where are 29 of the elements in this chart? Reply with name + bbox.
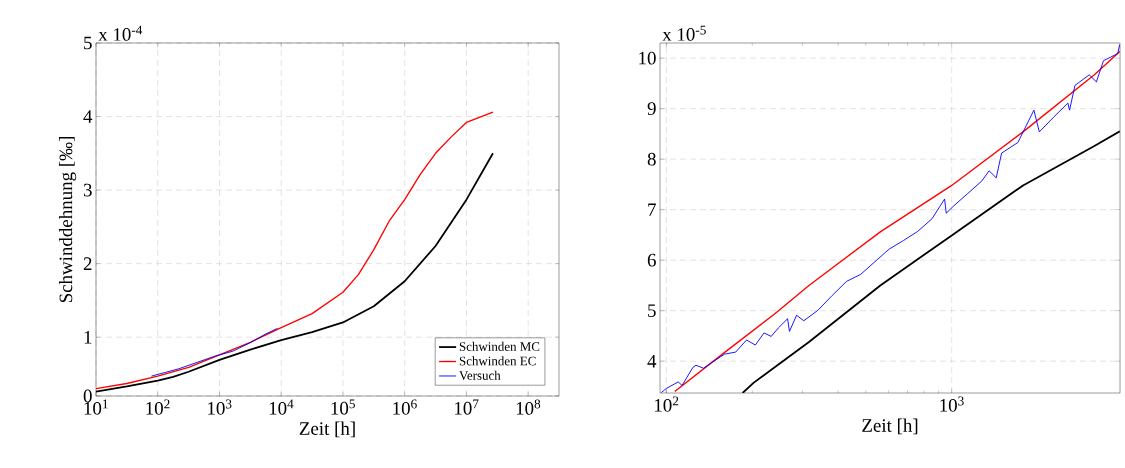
y-tick-label: 7 (648, 203, 656, 216)
y-tick-label: 8 (647, 152, 656, 166)
y-tick-label: 4 (83, 110, 93, 123)
legend-label: Versuch (459, 370, 501, 380)
x-tick-label: 10$^{6}$ (393, 399, 417, 415)
x-tick-label: 10$^{7}$ (455, 399, 479, 415)
legend-label: Schwinden EC (459, 356, 536, 366)
y-tick-label: 2 (83, 257, 92, 270)
y-tick-label: 5 (84, 36, 92, 50)
y-tick-label: 9 (647, 102, 656, 116)
x-axis-title: Zeit [h] (862, 418, 918, 435)
y-tick-label: 1 (84, 330, 92, 344)
legend-label: Schwinden MC (459, 341, 540, 351)
y-tick-label: 10 (639, 51, 656, 65)
text: x 10$^{-4}$ (98, 25, 143, 41)
y-tick-label: 6 (647, 253, 656, 267)
x-tick-label: 10$^{3}$ (208, 399, 232, 415)
x-tick-label: 10$^{3}$ (940, 396, 964, 412)
y-tick-label: 5 (648, 304, 656, 317)
x-tick-label: 10$^{8}$ (516, 399, 541, 415)
y-tick-label: 4 (647, 354, 657, 368)
x-tick-label: 10$^{2}$ (146, 399, 170, 415)
x-axis-title: Zeit [h] (299, 421, 355, 438)
x-tick-label: 10$^{4}$ (269, 399, 294, 415)
y-tick-label: 3 (83, 183, 92, 197)
x-tick-label: 10$^{5}$ (331, 399, 355, 415)
y-axis-title: Schwinddehnung [‰] (58, 137, 77, 303)
text: x 10$^{-5}$ (662, 25, 706, 41)
x-tick-label: 10$^{2}$ (655, 396, 679, 412)
